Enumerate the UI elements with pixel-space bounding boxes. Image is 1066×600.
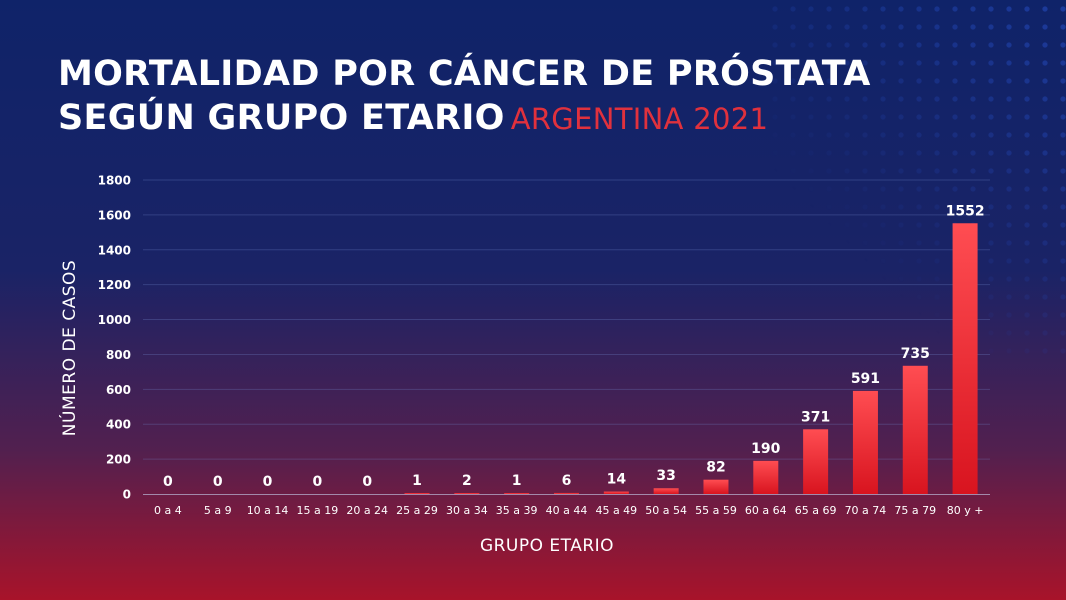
x-tick-label: 35 a 39	[496, 504, 538, 517]
chart-title-text: SEGÚN GRUPO ETARIO	[58, 98, 505, 138]
bar	[803, 429, 829, 494]
x-tick-label: 70 a 74	[845, 504, 887, 517]
bar-value-label: 0	[163, 474, 173, 490]
y-tick-label: 800	[106, 348, 131, 362]
data-labels: 0 0 0 0 0 1 2 1 6 14 33 82 190 371 591 735 1552	[163, 203, 985, 490]
y-tick-label: 1800	[98, 174, 131, 188]
bar	[852, 390, 878, 494]
bar	[554, 492, 579, 494]
bar-value-label: 591	[851, 371, 880, 387]
x-axis-ticks: 0 a 4 5 a 9 10 a 14 15 a 19 20 a 24 25 a 29 30…	[154, 504, 983, 517]
bar	[753, 460, 779, 494]
bar-value-label: 190	[751, 441, 780, 457]
x-tick-label: 40 a 44	[546, 504, 588, 517]
bar-value-label: 2	[462, 473, 472, 489]
grid-lines	[143, 179, 990, 460]
bar-value-label: 33	[656, 468, 675, 484]
decorative-dot-pattern	[766, 0, 1066, 360]
x-tick-label: 50 a 54	[645, 504, 687, 517]
x-tick-label: 30 a 34	[446, 504, 488, 517]
y-tick-label: 1000	[98, 313, 131, 327]
bar-value-label: 1	[512, 473, 522, 489]
y-tick-label: 1200	[98, 278, 131, 292]
bar-value-label: 1552	[946, 203, 985, 219]
bar-value-label: 0	[213, 474, 223, 490]
bar-value-label: 1	[412, 473, 422, 489]
bar	[504, 493, 530, 494]
x-tick-label: 15 a 19	[297, 504, 339, 517]
bar-value-label: 735	[901, 346, 930, 362]
x-tick-label: 45 a 49	[595, 504, 637, 517]
bar-value-label: 0	[362, 474, 372, 490]
x-axis-title: GRUPO ETARIO	[479, 536, 615, 556]
y-tick-label: 200	[106, 453, 131, 467]
x-tick-label: 10 a 14	[247, 504, 289, 517]
x-tick-label: 55 a 59	[695, 504, 737, 517]
x-tick-label: 5 a 9	[204, 504, 232, 517]
y-tick-label: 0	[123, 488, 131, 502]
bar	[703, 479, 729, 494]
x-tick-label: 75 a 79	[894, 504, 936, 517]
x-tick-label: 60 a 64	[745, 504, 787, 517]
chart-subtitle: ARGENTINA 2021	[510, 102, 769, 136]
y-tick-label: 1600	[98, 208, 131, 222]
bar-value-label: 14	[607, 472, 627, 488]
bar	[902, 365, 928, 494]
bar	[952, 223, 978, 495]
bar-value-label: 82	[706, 460, 725, 476]
x-tick-label: 65 a 69	[795, 504, 837, 517]
bar-value-label: 0	[313, 474, 323, 490]
bar-value-label: 0	[263, 474, 273, 490]
bar	[404, 493, 430, 494]
y-tick-label: 1400	[98, 243, 131, 257]
bar-value-label: 371	[801, 409, 830, 425]
x-tick-label: 20 a 24	[346, 504, 388, 517]
x-tick-label: 0 a 4	[154, 504, 182, 517]
y-tick-label: 600	[106, 383, 131, 397]
y-axis-ticks: 0 200 400 600 800 1000 1200 1400 1600 1800	[98, 174, 131, 502]
y-axis-title: NÚMERO DE CASOS	[60, 259, 80, 437]
bar	[603, 491, 629, 494]
y-tick-label: 400	[106, 418, 131, 432]
x-tick-label: 80 y +	[947, 504, 984, 517]
chart-title-line-1: MORTALIDAD POR CÁNCER DE PRÓSTATA	[58, 54, 871, 94]
bar	[653, 488, 679, 494]
bar	[454, 493, 480, 494]
bar-value-label: 6	[562, 473, 572, 489]
x-tick-label: 25 a 29	[396, 504, 438, 517]
chart-title-line-2: SEGÚN GRUPO ETARIO ARGENTINA 2021	[58, 96, 871, 141]
title-block: MORTALIDAD POR CÁNCER DE PRÓSTATA SEGÚN …	[58, 52, 871, 141]
bars	[404, 223, 978, 495]
